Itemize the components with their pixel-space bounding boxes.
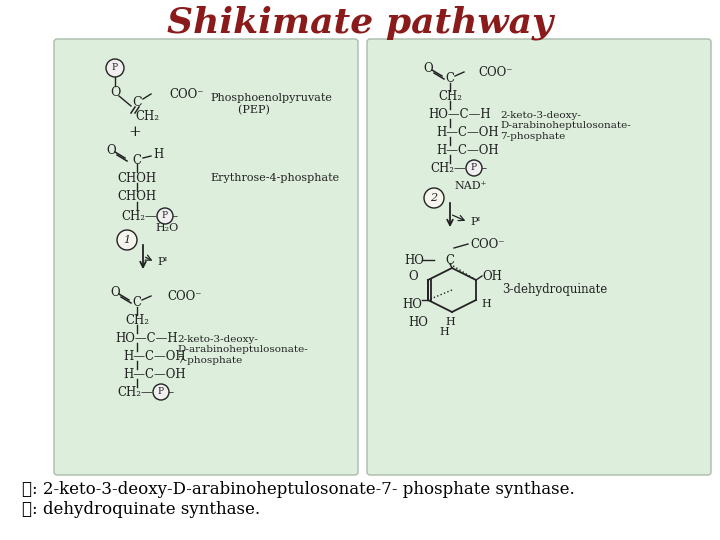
Text: HO: HO bbox=[408, 315, 428, 328]
Text: HO—C—H: HO—C—H bbox=[115, 332, 178, 345]
Text: P: P bbox=[471, 164, 477, 172]
Text: C: C bbox=[132, 153, 142, 166]
FancyBboxPatch shape bbox=[367, 39, 711, 475]
Circle shape bbox=[424, 188, 444, 208]
Text: C: C bbox=[132, 295, 142, 308]
Text: H: H bbox=[153, 147, 163, 160]
Circle shape bbox=[117, 230, 137, 250]
Text: O: O bbox=[110, 85, 120, 98]
Text: 2-keto-3-deoxy-
D-arabinoheptulosonate-
7-phosphate: 2-keto-3-deoxy- D-arabinoheptulosonate- … bbox=[177, 335, 307, 365]
Circle shape bbox=[157, 208, 173, 224]
Circle shape bbox=[153, 384, 169, 400]
Text: HO: HO bbox=[404, 253, 424, 267]
Text: +: + bbox=[129, 125, 141, 139]
Text: HO—C—H: HO—C—H bbox=[428, 107, 490, 120]
Text: O: O bbox=[106, 144, 116, 157]
Text: CH₂—O—: CH₂—O— bbox=[430, 161, 487, 174]
Text: O: O bbox=[408, 269, 418, 282]
Text: Pᴵ: Pᴵ bbox=[157, 257, 167, 267]
Text: O: O bbox=[423, 62, 433, 75]
Text: Shikimate pathway: Shikimate pathway bbox=[167, 6, 553, 40]
Text: C: C bbox=[132, 96, 142, 109]
Text: OH: OH bbox=[482, 269, 502, 282]
Text: H—C—OH: H—C—OH bbox=[123, 368, 186, 381]
Text: Erythrose-4-phosphate: Erythrose-4-phosphate bbox=[210, 173, 339, 183]
Text: H: H bbox=[439, 327, 449, 337]
Text: CHOH: CHOH bbox=[117, 172, 156, 185]
Text: 2-keto-3-deoxy-
D-arabinoheptulosonate-
7-phosphate: 2-keto-3-deoxy- D-arabinoheptulosonate- … bbox=[500, 111, 631, 141]
Text: 3-dehydroquinate: 3-dehydroquinate bbox=[502, 284, 607, 296]
Text: H—C—OH: H—C—OH bbox=[436, 144, 499, 157]
Text: HO: HO bbox=[402, 298, 422, 310]
Text: CH₂: CH₂ bbox=[438, 90, 462, 103]
Text: 2: 2 bbox=[431, 193, 438, 203]
Text: H: H bbox=[445, 317, 455, 327]
Text: ②: dehydroquinate synthase.: ②: dehydroquinate synthase. bbox=[22, 502, 260, 518]
Text: P: P bbox=[158, 388, 164, 396]
Text: H—C—OH: H—C—OH bbox=[123, 349, 186, 362]
Text: P: P bbox=[162, 212, 168, 220]
Text: COO⁻: COO⁻ bbox=[470, 238, 505, 251]
Text: NAD⁺: NAD⁺ bbox=[454, 181, 487, 191]
Text: COO⁻: COO⁻ bbox=[167, 289, 202, 302]
Text: H—C—OH: H—C—OH bbox=[436, 125, 499, 138]
Text: ①: 2-keto-3-deoxy-D-arabinoheptulosonate-7- phosphate synthase.: ①: 2-keto-3-deoxy-D-arabinoheptulosonate… bbox=[22, 482, 575, 498]
Text: Pᴵ: Pᴵ bbox=[470, 217, 480, 227]
Text: Phosphoenolpyruvate
        (PEP): Phosphoenolpyruvate (PEP) bbox=[210, 93, 332, 115]
Text: H: H bbox=[481, 299, 491, 309]
Text: COO⁻: COO⁻ bbox=[169, 87, 204, 100]
Text: H₂O: H₂O bbox=[155, 223, 179, 233]
Text: O: O bbox=[110, 286, 120, 299]
Circle shape bbox=[106, 59, 124, 77]
Text: C: C bbox=[446, 71, 454, 84]
Text: CH₂: CH₂ bbox=[125, 314, 149, 327]
Text: CH₂—O—: CH₂—O— bbox=[121, 210, 178, 222]
Circle shape bbox=[466, 160, 482, 176]
Text: CH₂: CH₂ bbox=[135, 110, 159, 123]
Text: 1: 1 bbox=[123, 235, 130, 245]
Text: CHOH: CHOH bbox=[117, 191, 156, 204]
Text: COO⁻: COO⁻ bbox=[478, 65, 513, 78]
Text: P: P bbox=[112, 64, 118, 72]
Text: C: C bbox=[446, 253, 454, 267]
Text: CH₂—O—: CH₂—O— bbox=[117, 386, 174, 399]
FancyBboxPatch shape bbox=[54, 39, 358, 475]
